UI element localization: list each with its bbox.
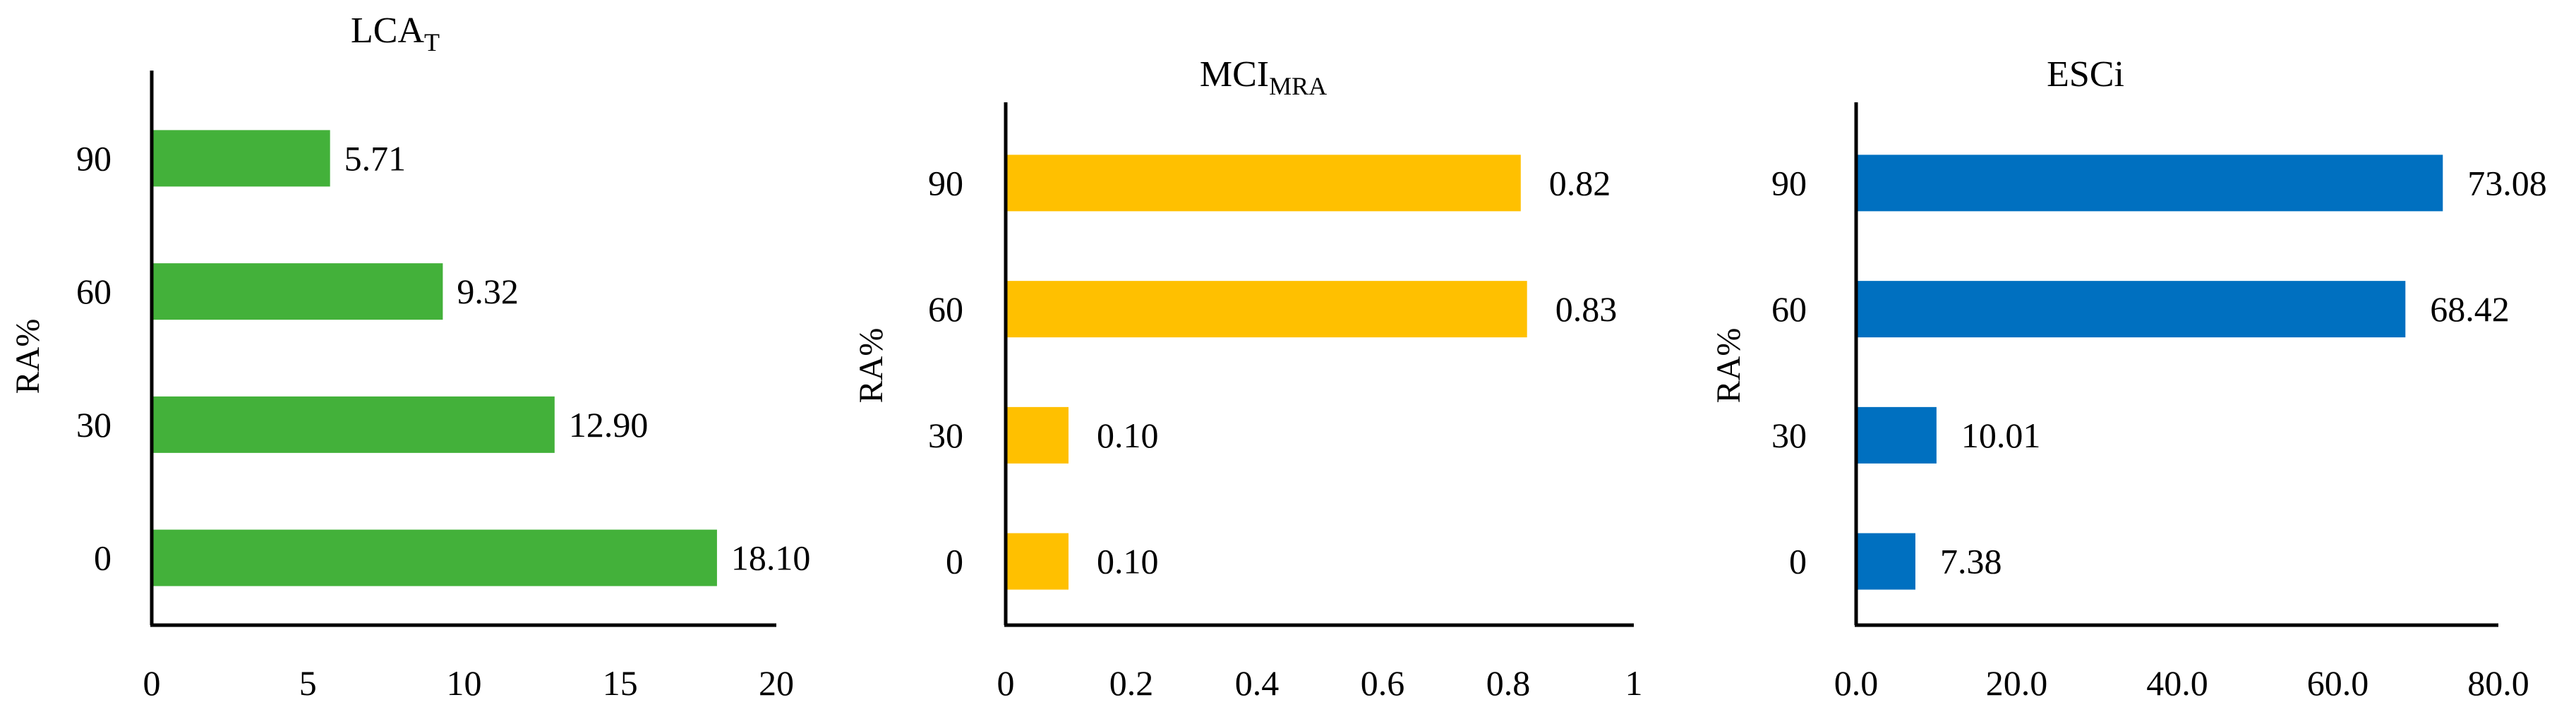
chart-2: MCIMRA RA% 0.10 0 0.10 30 0.83 60 0.82 90 0 0.2 0.4 0… [853, 54, 1643, 703]
bar-90 [1856, 155, 2443, 212]
x-tick-label: 40.0 [2146, 663, 2208, 703]
data-label-30: 10.01 [1961, 416, 2041, 455]
x-tick-label: 20 [759, 663, 794, 703]
data-label-30: 12.90 [569, 405, 649, 445]
y-tick-label-0: 0 [946, 542, 963, 581]
bar-0 [1006, 533, 1069, 590]
bar-30 [1856, 406, 1937, 464]
x-tick-label: 15 [603, 663, 638, 703]
y-tick-label-30: 30 [928, 416, 963, 455]
data-label-30: 0.10 [1097, 416, 1159, 455]
y-tick-label-0: 0 [94, 538, 112, 578]
x-tick-label: 0.0 [1834, 663, 1879, 703]
bar-30 [1006, 406, 1069, 464]
bar-30 [152, 396, 555, 453]
data-label-0: 18.10 [731, 538, 811, 578]
bar-60 [152, 263, 443, 320]
x-tick-label: 0.6 [1361, 663, 1405, 703]
y-tick-label-60: 60 [1771, 289, 1807, 329]
x-tick-label: 0.4 [1235, 663, 1280, 703]
x-tick-label: 1 [1625, 663, 1643, 703]
y-axis-label: RA% [1710, 328, 1747, 404]
y-axis-label: RA% [9, 319, 47, 394]
x-tick-label: 5 [299, 663, 317, 703]
x-tick-label: 0 [143, 663, 161, 703]
bar-0 [152, 529, 717, 586]
chart-title: MCIMRA [1200, 54, 1327, 100]
data-label-0: 0.10 [1097, 542, 1159, 581]
y-tick-label-60: 60 [76, 272, 112, 311]
data-label-90: 0.82 [1549, 163, 1611, 203]
bar-60 [1006, 281, 1527, 338]
bar-0 [1856, 533, 1915, 590]
chart-3: ESCi RA% 7.38 0 10.01 30 68.42 60 73.08 90 0.0 20.0… [1710, 54, 2547, 703]
bar-60 [1856, 281, 2406, 338]
x-tick-label: 20.0 [1986, 663, 2048, 703]
y-tick-label-90: 90 [1771, 163, 1807, 203]
data-label-60: 9.32 [457, 272, 519, 311]
data-label-60: 0.83 [1555, 289, 1618, 329]
bar-90 [152, 130, 330, 187]
y-tick-label-30: 30 [1771, 416, 1807, 455]
y-tick-label-0: 0 [1789, 542, 1807, 581]
x-tick-label: 10 [447, 663, 482, 703]
data-label-90: 73.08 [2467, 163, 2547, 203]
data-label-90: 5.71 [344, 138, 406, 178]
y-axis-label: RA% [853, 328, 890, 404]
y-tick-label-90: 90 [928, 163, 963, 203]
x-tick-label: 0.8 [1486, 663, 1531, 703]
y-tick-label-60: 60 [928, 289, 963, 329]
y-tick-label-30: 30 [76, 405, 112, 445]
x-tick-label: 80.0 [2467, 663, 2529, 703]
bar-90 [1006, 155, 1521, 212]
x-tick-label: 0 [997, 663, 1015, 703]
data-label-0: 7.38 [1940, 542, 2002, 581]
data-label-60: 68.42 [2430, 289, 2510, 329]
y-tick-label-90: 90 [76, 138, 112, 178]
x-tick-label: 60.0 [2307, 663, 2369, 703]
x-tick-label: 0.2 [1109, 663, 1154, 703]
chart-1: LCAT RA% 18.10 0 12.90 30 9.32 60 5.71 90 0 5 10 15 20 [9, 11, 810, 703]
chart-title: LCAT [351, 11, 440, 56]
chart-title: ESCi [2047, 54, 2124, 95]
